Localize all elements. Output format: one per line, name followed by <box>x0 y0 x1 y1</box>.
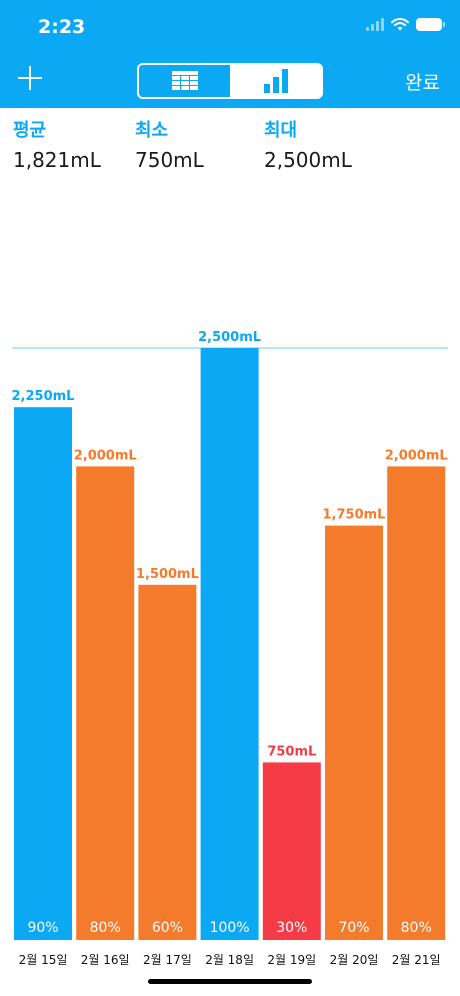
grid-table-icon <box>171 71 198 90</box>
home-indicator <box>148 979 312 984</box>
done-button[interactable]: 완료 <box>405 72 440 94</box>
segment-table-view[interactable] <box>139 65 230 97</box>
bar-value-label-4: 750mL <box>267 744 316 759</box>
nav-header: 2:23 완료 <box>0 0 460 108</box>
stat-min: 최소 750mL <box>135 120 204 172</box>
bar-value-label-0: 2,250mL <box>12 389 75 404</box>
x-tick-label-0: 2월 15일 <box>19 953 68 967</box>
bar-4[interactable] <box>262 762 321 940</box>
bar-percent-label-1: 80% <box>90 920 121 936</box>
stat-average-label: 평균 <box>13 120 47 141</box>
bar-2[interactable] <box>138 584 197 940</box>
stat-min-label: 최소 <box>135 120 169 141</box>
x-tick-label-6: 2월 21일 <box>392 953 441 967</box>
bar-value-label-5: 1,750mL <box>323 508 386 523</box>
status-icons <box>366 18 445 31</box>
stat-max-label: 최대 <box>264 120 298 141</box>
x-tick-label-5: 2월 20일 <box>330 953 379 967</box>
bar-percent-label-2: 60% <box>152 920 183 936</box>
bar-percent-label-3: 100% <box>210 920 250 936</box>
stat-max-value: 2,500mL <box>264 148 352 172</box>
cellular-signal-icon <box>366 18 384 31</box>
bar-percent-label-6: 80% <box>401 920 432 936</box>
bar-chart-icon <box>263 69 288 93</box>
bar-1[interactable] <box>76 466 135 940</box>
bar-value-label-3: 2,500mL <box>198 330 261 345</box>
bar-0[interactable] <box>14 407 72 940</box>
status-time: 2:23 <box>38 16 86 38</box>
bar-value-label-2: 1,500mL <box>136 567 199 582</box>
bar-value-label-1: 2,000mL <box>74 448 137 463</box>
add-button[interactable] <box>18 66 42 90</box>
x-tick-label-4: 2월 19일 <box>267 953 316 967</box>
x-tick-label-2: 2월 17일 <box>143 953 192 967</box>
bar-value-label-6: 2,000mL <box>385 448 448 463</box>
wifi-icon <box>391 18 409 31</box>
bar-percent-label-4: 30% <box>276 920 307 936</box>
stat-average-value: 1,821mL <box>13 148 101 172</box>
x-tick-label-3: 2월 18일 <box>205 953 254 967</box>
stat-average: 평균 1,821mL <box>13 120 101 172</box>
bar-6[interactable] <box>387 466 446 940</box>
bar-5[interactable] <box>325 525 383 940</box>
battery-icon <box>416 18 445 31</box>
stat-min-value: 750mL <box>135 148 204 172</box>
x-tick-label-1: 2월 16일 <box>81 953 130 967</box>
view-segmented-control[interactable] <box>137 63 323 99</box>
bar-percent-label-5: 70% <box>338 920 369 936</box>
bar-3[interactable] <box>200 348 259 940</box>
stat-max: 최대 2,500mL <box>264 120 352 172</box>
segment-chart-view[interactable] <box>230 65 321 97</box>
bar-percent-label-0: 90% <box>27 920 58 936</box>
